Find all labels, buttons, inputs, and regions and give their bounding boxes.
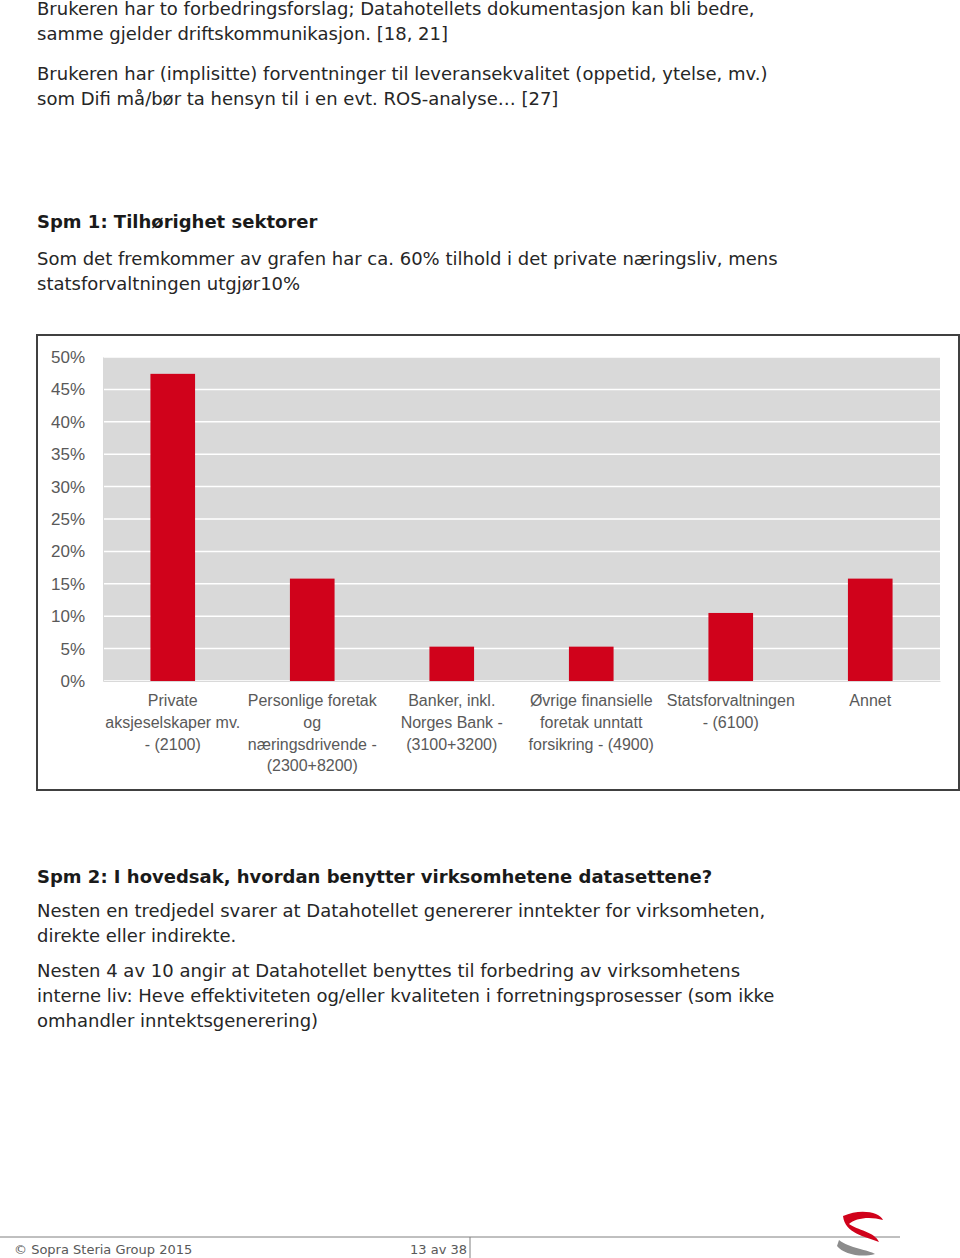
tick: 45% xyxy=(51,380,103,399)
paragraph-line: Som det fremkommer av grafen har ca. 60%… xyxy=(37,248,778,269)
category-label-line: (2300+8200) xyxy=(267,757,358,774)
footer-page-number: 13 av 38 xyxy=(410,1242,467,1257)
plot-background xyxy=(103,357,940,681)
bar xyxy=(429,647,474,681)
category-label-line: - (6100) xyxy=(703,714,759,731)
bar xyxy=(708,613,753,681)
paragraph-line: samme gjelder driftskommunikasjon. [18, … xyxy=(37,23,448,44)
footer-copyright: © Sopra Steria Group 2015 xyxy=(14,1242,192,1257)
paragraph-line: Nesten 4 av 10 angir at Datahotellet ben… xyxy=(37,960,740,981)
category-label-line: forsikring - (4900) xyxy=(529,736,654,753)
category-label-line: Banker, inkl. xyxy=(408,692,495,709)
grid-line xyxy=(103,551,940,553)
category-label-line: (3100+3200) xyxy=(406,736,497,753)
category-label-line: - (2100) xyxy=(145,736,201,753)
tick: 20% xyxy=(51,542,103,561)
logo-shape xyxy=(843,1212,883,1242)
category-label: Statsforvaltningen - (6100) xyxy=(667,692,795,731)
category-label: Øvrige finansielle foretak unntatt forsikr… xyxy=(529,692,654,752)
logo xyxy=(837,1212,883,1256)
y-axis: 0% 5% 10% 15% 20% 25% 30% 35% 40% 45% 50% xyxy=(51,348,104,691)
category-label-line: Statsforvaltningen xyxy=(667,692,795,709)
category-label: Annet xyxy=(849,692,891,709)
paragraph-line: direkte eller indirekte. xyxy=(37,925,236,946)
bar xyxy=(569,647,614,681)
bars xyxy=(150,374,892,681)
tick-label: 50% xyxy=(51,348,85,367)
tick-label: 10% xyxy=(51,607,85,626)
paragraph-line: Brukeren har to forbedringsforslag; Data… xyxy=(37,0,755,19)
grid-line xyxy=(103,421,940,423)
category-label-line: Private xyxy=(148,692,198,709)
tick: 15% xyxy=(51,575,103,594)
paragraph-line: Nesten en tredjedel svarer at Datahotell… xyxy=(37,900,765,921)
category-label-line: Norges Bank - xyxy=(401,714,503,731)
tick: 5% xyxy=(60,640,103,659)
x-axis: Private aksjeselskaper mv. - (2100) Personl… xyxy=(104,681,941,774)
paragraph-line: statsforvaltningen utgjør10% xyxy=(37,273,300,294)
tick: Banker, inkl. Norges Bank - (3100+3200) xyxy=(401,681,503,753)
tick: 0% xyxy=(60,672,103,691)
grid-line xyxy=(103,356,940,358)
grid-line xyxy=(103,615,940,617)
grid-line xyxy=(103,389,940,391)
axis-line xyxy=(103,358,104,682)
tick-label: 15% xyxy=(51,575,85,594)
paragraph-line: som Difi må/bør ta hensyn til i en evt. … xyxy=(37,88,558,109)
category-label-line: Annet xyxy=(849,692,891,709)
category-label-line: foretak unntatt xyxy=(540,714,643,731)
paragraph-line: interne liv: Heve effektiviteten og/elle… xyxy=(37,985,774,1006)
tick-label: 20% xyxy=(51,542,85,561)
tick-label: 40% xyxy=(51,413,85,432)
paragraph-line: Brukeren har (implisitte) forventninger … xyxy=(37,63,767,84)
category-label: Banker, inkl. Norges Bank - (3100+3200) xyxy=(401,692,503,752)
tick: 30% xyxy=(51,478,103,497)
paragraph-line: omhandler inntektsgenerering) xyxy=(37,1010,318,1031)
grid-line xyxy=(103,453,940,455)
grid-line xyxy=(103,648,940,650)
bar xyxy=(848,579,893,681)
tick-label: 35% xyxy=(51,445,85,464)
footer-rule xyxy=(0,1237,900,1238)
category-label: Personlige foretak og næringsdrivende - (23… xyxy=(248,692,378,774)
tick-label: 30% xyxy=(51,478,85,497)
category-label-line: næringsdrivende - xyxy=(248,736,377,753)
grid-line xyxy=(103,583,940,585)
grid-line xyxy=(103,680,940,682)
category-label-line: Øvrige finansielle xyxy=(530,692,653,709)
tick: Annet xyxy=(849,681,891,709)
tick: Øvrige finansielle foretak unntatt forsikr… xyxy=(529,681,654,753)
category-label-line: og xyxy=(303,714,321,731)
tick-label: 25% xyxy=(51,510,85,529)
heading: Spm 1: Tilhørighet sektorer xyxy=(37,211,317,232)
heading: Spm 2: I hovedsak, hvordan benytter virk… xyxy=(37,866,712,887)
logo-shape xyxy=(837,1240,875,1256)
grid-line xyxy=(103,518,940,520)
category-label: Private aksjeselskaper mv. - (2100) xyxy=(105,692,240,752)
category-label-line: aksjeselskaper mv. xyxy=(105,714,240,731)
footer-divider xyxy=(470,1237,471,1258)
bar xyxy=(150,374,195,681)
bar xyxy=(290,579,335,681)
tick-label: 0% xyxy=(60,672,85,691)
tick: Personlige foretak og næringsdrivende - (23… xyxy=(248,681,378,774)
tick-label: 45% xyxy=(51,380,85,399)
tick: 35% xyxy=(51,445,103,464)
grid-line xyxy=(103,486,940,488)
axis-line xyxy=(104,681,941,682)
tick: 40% xyxy=(51,413,103,432)
tick: 25% xyxy=(51,510,103,529)
page: Brukeren har to forbedringsforslag; Data… xyxy=(0,0,960,1258)
tick: 50% xyxy=(51,348,103,367)
tick: Private aksjeselskaper mv. - (2100) xyxy=(105,681,240,753)
tick: 10% xyxy=(51,607,103,626)
chart-frame xyxy=(37,335,959,790)
tick: Statsforvaltningen - (6100) xyxy=(667,681,795,731)
tick-label: 5% xyxy=(60,640,85,659)
category-label-line: Personlige foretak xyxy=(248,692,378,709)
grid xyxy=(103,357,940,681)
